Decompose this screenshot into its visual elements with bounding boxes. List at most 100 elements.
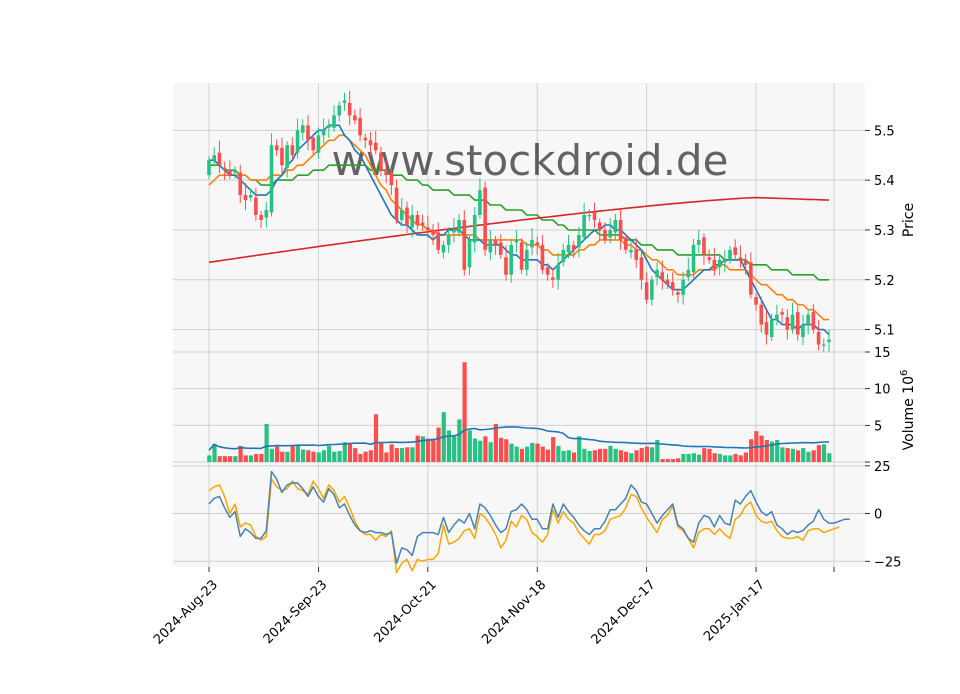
candle-body	[561, 249, 566, 263]
volume-bar	[785, 448, 790, 462]
candle-body	[311, 137, 316, 151]
candle-body	[634, 249, 639, 260]
candle-body	[373, 142, 378, 151]
volume-y-tick-label: 15	[874, 346, 891, 361]
volume-bar	[571, 452, 577, 462]
volume-bar	[733, 453, 738, 462]
volume-bar	[603, 448, 608, 462]
volume-bar	[639, 448, 644, 462]
volume-bar	[519, 448, 525, 462]
volume-bar	[457, 419, 462, 462]
volume-bar	[525, 446, 530, 462]
volume-bar	[405, 447, 410, 462]
volume-bar	[691, 453, 696, 462]
candle-body	[551, 277, 555, 280]
candle-body	[243, 195, 248, 201]
volume-bar	[686, 453, 691, 462]
volume-bar	[347, 443, 353, 462]
volume-bar	[670, 459, 676, 462]
candle-body	[660, 272, 665, 280]
volume-bar	[478, 440, 483, 462]
candle-body	[368, 140, 373, 146]
volume-bar	[321, 450, 327, 462]
candle-body	[295, 130, 300, 153]
oscillator-panel-bg	[173, 462, 865, 567]
candle-body	[780, 312, 784, 315]
osc-y-tick-label: 25	[874, 460, 891, 475]
volume-bar	[821, 444, 827, 462]
volume-bar	[806, 451, 811, 462]
x-tick-label: 2024-Sep-23	[261, 577, 331, 647]
candle-body	[582, 215, 586, 238]
candle-body	[790, 314, 795, 330]
candle-body	[514, 239, 519, 243]
volume-bar	[316, 452, 321, 462]
volume-bar	[238, 445, 243, 462]
candle-body	[441, 244, 446, 253]
volume-bar	[551, 437, 556, 462]
volume-bar	[738, 455, 743, 462]
candle-body	[608, 229, 612, 238]
candle-body	[222, 167, 227, 171]
candle-body	[436, 232, 441, 250]
candle-body	[722, 259, 727, 263]
volume-bar	[660, 459, 665, 462]
candle-body	[806, 314, 810, 325]
candle-body	[353, 115, 357, 121]
candle-body	[691, 244, 696, 273]
candle-body	[795, 312, 800, 335]
volume-bar	[764, 440, 769, 462]
volume-bar	[358, 453, 363, 462]
x-tick-label: 2024-Dec-17	[589, 577, 659, 647]
volume-bar	[769, 441, 775, 462]
candle-body	[399, 210, 404, 220]
candle-body	[587, 215, 592, 217]
candle-body	[426, 227, 430, 230]
candle-body	[452, 229, 456, 233]
candle-body	[233, 170, 237, 173]
candle-body	[733, 247, 738, 255]
volume-bar	[373, 414, 379, 462]
ma-blue-line	[209, 124, 830, 336]
volume-bar	[300, 449, 306, 462]
volume-bar	[556, 445, 561, 462]
candle-body	[384, 170, 388, 176]
candle-body	[212, 155, 217, 161]
volume-bar	[222, 456, 228, 462]
volume-bar	[644, 446, 650, 462]
price-y-tick-label: 5.5	[874, 124, 895, 139]
candle-body	[738, 257, 743, 260]
volume-bar	[332, 451, 337, 462]
candle-body	[728, 249, 732, 260]
candle-body	[285, 145, 289, 168]
candle-body	[290, 145, 295, 156]
volume-bar	[696, 454, 702, 462]
volume-bar	[207, 455, 212, 462]
candle-body	[358, 117, 362, 136]
candle-body	[670, 282, 675, 290]
candle-body	[702, 237, 706, 255]
volume-bar	[337, 451, 342, 462]
volume-bar	[269, 448, 274, 462]
volume-bar	[780, 447, 785, 462]
candle-body	[207, 160, 211, 176]
volume-y-tick-label: 5	[874, 419, 882, 434]
price-panel-bg	[173, 83, 865, 352]
candle-body	[743, 259, 748, 265]
candle-body	[696, 239, 701, 245]
volume-y-tick-label: 10	[874, 383, 891, 398]
volume-bar	[274, 446, 280, 462]
candle-body	[478, 190, 482, 216]
candle-body	[650, 279, 654, 300]
volume-bar	[707, 448, 712, 462]
volume-bar	[467, 430, 472, 462]
candle-body	[801, 324, 805, 338]
candle-body	[379, 152, 383, 171]
candle-body	[759, 304, 764, 325]
candle-body	[827, 339, 831, 343]
candle-body	[337, 105, 342, 116]
candle-body	[462, 219, 467, 270]
price-y-tick-label: 5.4	[874, 174, 895, 189]
candle-body	[530, 239, 534, 248]
